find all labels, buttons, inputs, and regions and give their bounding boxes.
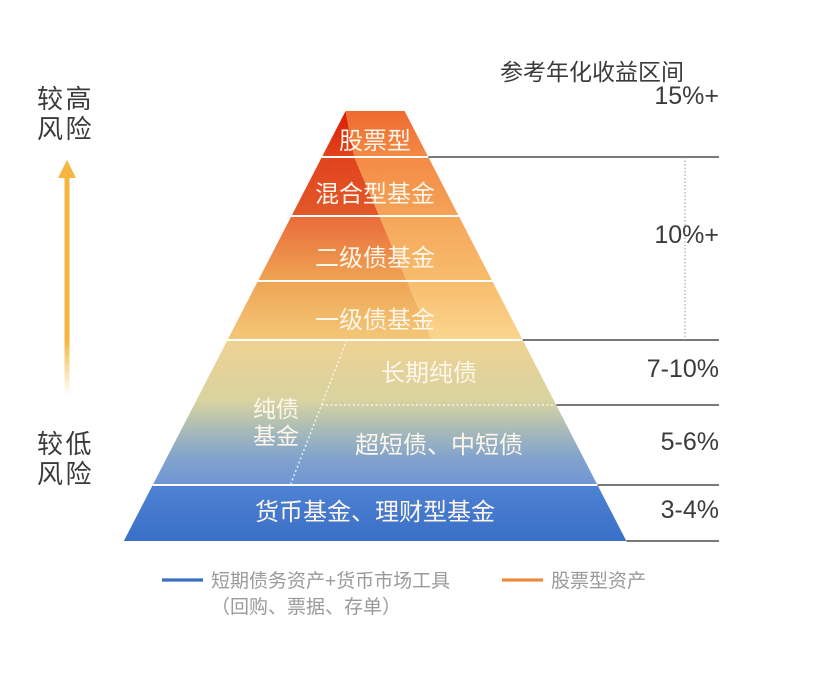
svg-text:7-10%: 7-10% bbox=[647, 355, 719, 383]
svg-text:（回购、票据、存单）: （回购、票据、存单） bbox=[211, 596, 401, 618]
svg-text:15%+: 15%+ bbox=[654, 82, 719, 110]
svg-text:较高: 较高 bbox=[37, 84, 94, 114]
svg-text:风险: 风险 bbox=[37, 114, 94, 144]
svg-text:混合型基金: 混合型基金 bbox=[315, 181, 435, 208]
svg-text:3-4%: 3-4% bbox=[661, 496, 719, 524]
svg-text:超短债、中短债: 超短债、中短债 bbox=[355, 432, 523, 459]
svg-text:风险: 风险 bbox=[37, 459, 94, 489]
svg-text:纯债: 纯债 bbox=[253, 396, 299, 422]
svg-text:10%+: 10%+ bbox=[654, 221, 719, 249]
svg-text:股票型: 股票型 bbox=[339, 128, 411, 155]
svg-text:基金: 基金 bbox=[253, 423, 299, 449]
svg-text:5-6%: 5-6% bbox=[661, 428, 719, 456]
svg-text:长期纯债: 长期纯债 bbox=[381, 360, 477, 387]
svg-text:货币基金、理财型基金: 货币基金、理财型基金 bbox=[255, 499, 495, 526]
svg-text:股票型资产: 股票型资产 bbox=[551, 570, 646, 592]
svg-text:一级债基金: 一级债基金 bbox=[315, 307, 435, 334]
svg-text:二级债基金: 二级债基金 bbox=[315, 245, 435, 272]
svg-text:短期债务资产+货币市场工具: 短期债务资产+货币市场工具 bbox=[211, 570, 450, 592]
svg-text:较低: 较低 bbox=[37, 429, 94, 459]
